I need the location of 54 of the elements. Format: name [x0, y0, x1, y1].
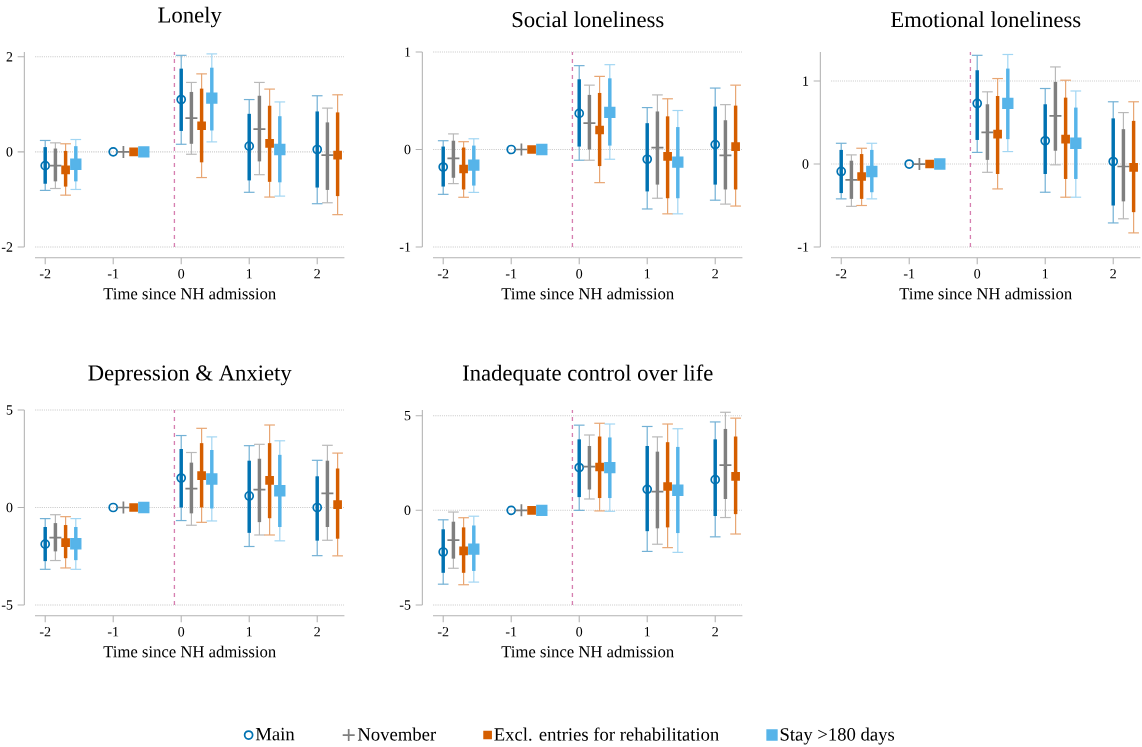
x-tick-label: 0 — [178, 269, 185, 279]
x-tick-label: 0 — [576, 627, 583, 637]
legend-label: Main — [255, 727, 295, 741]
x-axis-title: Time since NH admission — [103, 645, 276, 658]
x-tick-label: -1 — [505, 627, 517, 637]
x-tick-label: -1 — [903, 269, 915, 279]
chart-title: Lonely — [158, 6, 222, 28]
y-tick-label: 1 — [405, 47, 411, 57]
x-tick-label: 2 — [712, 269, 718, 279]
x-axis-title: Time since NH admission — [103, 287, 276, 300]
y-tick-label: -1 — [399, 242, 411, 252]
x-tick-label: 2 — [314, 627, 320, 637]
y-tick-label: 5 — [404, 411, 411, 421]
y-tick-label: 1 — [803, 76, 809, 86]
legend-label: Excl. entries for rehabilitation — [494, 727, 719, 741]
y-tick-label: 5 — [6, 405, 13, 415]
chart-title: Depression & Anxiety — [88, 365, 292, 386]
y-tick-label: 0 — [404, 144, 411, 155]
y-tick-label: -1 — [797, 242, 809, 252]
legend-label: Stay >180 days — [780, 727, 895, 745]
x-tick-label: 0 — [178, 627, 185, 637]
x-tick-label: -2 — [39, 269, 51, 279]
x-tick-label: 1 — [644, 269, 650, 279]
x-tick-label: 2 — [712, 627, 718, 637]
legend-label: November — [357, 727, 436, 741]
y-tick-label: 0 — [802, 159, 809, 169]
x-tick-label: 2 — [1110, 269, 1116, 279]
y-tick-label: -5 — [399, 600, 411, 610]
x-tick-label: -2 — [437, 269, 449, 279]
x-tick-label: -1 — [107, 269, 119, 279]
x-tick-label: 1 — [644, 627, 650, 637]
x-axis-title: Time since NH admission — [501, 287, 674, 300]
y-tick-label: -2 — [1, 242, 13, 252]
x-tick-label: -2 — [39, 627, 51, 637]
x-tick-label: -2 — [437, 627, 449, 637]
y-tick-label: 0 — [6, 502, 13, 513]
x-axis-title: Time since NH admission — [899, 287, 1072, 300]
x-tick-label: 2 — [314, 269, 320, 279]
y-tick-label: 0 — [6, 147, 13, 157]
x-tick-label: 0 — [576, 269, 583, 279]
x-tick-label: 1 — [246, 627, 252, 637]
chart-title: Social loneliness — [512, 11, 664, 28]
x-tick-label: 0 — [974, 269, 981, 279]
x-tick-label: 1 — [246, 269, 252, 279]
chart-title: Inadequate control over life — [462, 364, 713, 386]
x-tick-label: -1 — [505, 269, 517, 279]
chart-title: Emotional loneliness — [890, 11, 1081, 28]
y-tick-label: 0 — [404, 505, 411, 516]
x-axis-title: Time since NH admission — [501, 645, 674, 658]
x-tick-label: -1 — [107, 627, 119, 637]
x-tick-label: -2 — [835, 269, 847, 279]
x-tick-label: 1 — [1042, 269, 1048, 279]
y-tick-label: -5 — [1, 600, 13, 610]
y-tick-label: 2 — [6, 52, 13, 62]
